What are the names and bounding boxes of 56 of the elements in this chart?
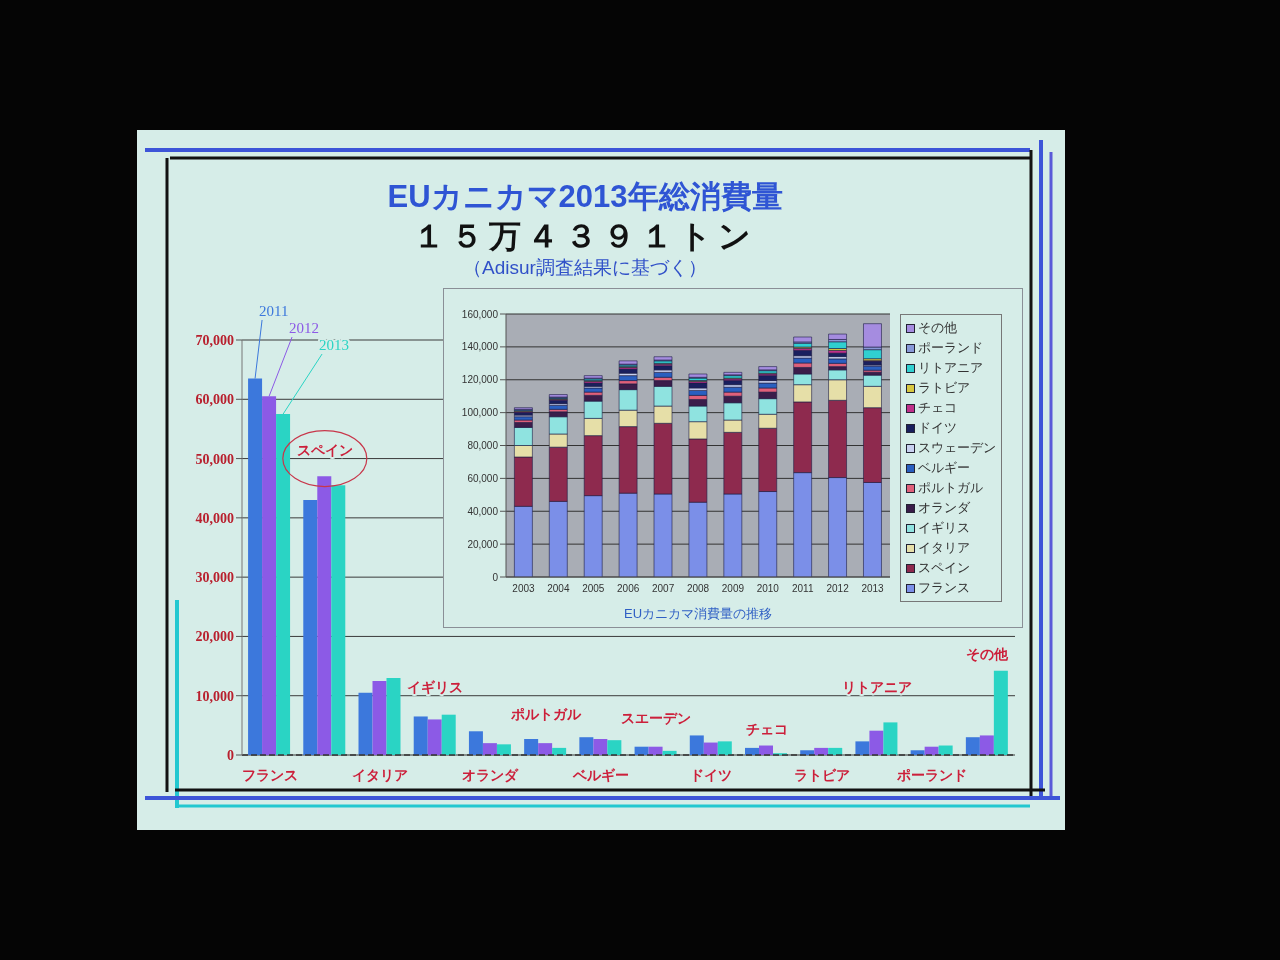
x-tick-label: イタリア — [352, 767, 409, 783]
y-tick-label: 60,000 — [195, 392, 234, 408]
x-tick-label: 2006 — [617, 583, 640, 595]
y-tick-label: 0 — [227, 747, 234, 763]
x-tick-label: 2012 — [826, 583, 850, 595]
text: 2011 — [259, 303, 289, 319]
x-tick-label: 2003 — [512, 583, 536, 595]
x-tick-label: ポーランド — [896, 767, 968, 783]
y-tick-label: 50,000 — [195, 451, 234, 467]
x-tick-label: 2009 — [721, 583, 745, 595]
x-tick-label: ベルギー — [571, 767, 629, 783]
y-tick-label: 60,000 — [467, 472, 499, 484]
legend-label: その他 — [918, 319, 957, 337]
chart-subtitle: １５万４３９１トン — [412, 217, 758, 256]
legend-label: リトアニア — [918, 359, 983, 377]
x-tick-label: 2011 — [791, 583, 814, 595]
y-tick-label: 140,000 — [461, 341, 499, 353]
x-tick-label: 2007 — [651, 583, 675, 595]
y-tick-label: 80,000 — [467, 440, 499, 452]
x-tick-label: 2008 — [686, 583, 710, 595]
x-tick-label: スエーデン — [621, 710, 692, 727]
legend-label: スウェーデン — [918, 439, 996, 457]
chart-title: EUカニカマ2013年総消費量 — [386, 178, 784, 216]
y-tick-label: 10,000 — [195, 688, 234, 704]
x-axis-title: EUカニカマ消費量の推移 — [623, 606, 773, 621]
x-tick-label: オランダ — [462, 767, 520, 783]
legend-label: チェコ — [918, 399, 957, 417]
x-tick-label: 2010 — [756, 583, 780, 595]
x-tick-label: 2013 — [861, 583, 885, 595]
y-tick-label: 40,000 — [467, 505, 499, 517]
y-tick-label: 160,000 — [461, 308, 499, 320]
y-tick-label: 70,000 — [195, 332, 234, 348]
text: 2013 — [319, 337, 350, 353]
legend-label: ベルギー — [918, 459, 970, 477]
x-tick-label: ラトビア — [793, 767, 850, 783]
legend-label: ドイツ — [918, 419, 957, 437]
text: （Adisur調査結果に基づく） — [462, 256, 708, 280]
legend-label: ポルトガル — [918, 479, 983, 497]
legend-label: オランダ — [918, 499, 970, 517]
x-tick-label: フランス — [241, 767, 298, 783]
legend-label: ラトビア — [918, 379, 970, 397]
x-tick-label: 2004 — [547, 583, 570, 595]
text: 2012 — [289, 320, 320, 336]
x-tick-label: 2005 — [582, 583, 605, 595]
y-tick-label: 40,000 — [195, 510, 234, 526]
y-tick-label: 100,000 — [461, 407, 499, 419]
legend-label: ポーランド — [918, 339, 983, 357]
y-tick-label: 20,000 — [195, 629, 234, 645]
y-tick-label: 30,000 — [195, 570, 234, 586]
legend-label: スペイン — [918, 559, 970, 577]
y-tick-label: 120,000 — [461, 374, 499, 386]
x-tick-label: ドイツ — [690, 767, 733, 783]
y-tick-label: 20,000 — [467, 538, 499, 550]
legend-label: イギリス — [918, 519, 970, 537]
y-tick-label: 0 — [492, 571, 499, 583]
legend-label: イタリア — [918, 539, 970, 557]
